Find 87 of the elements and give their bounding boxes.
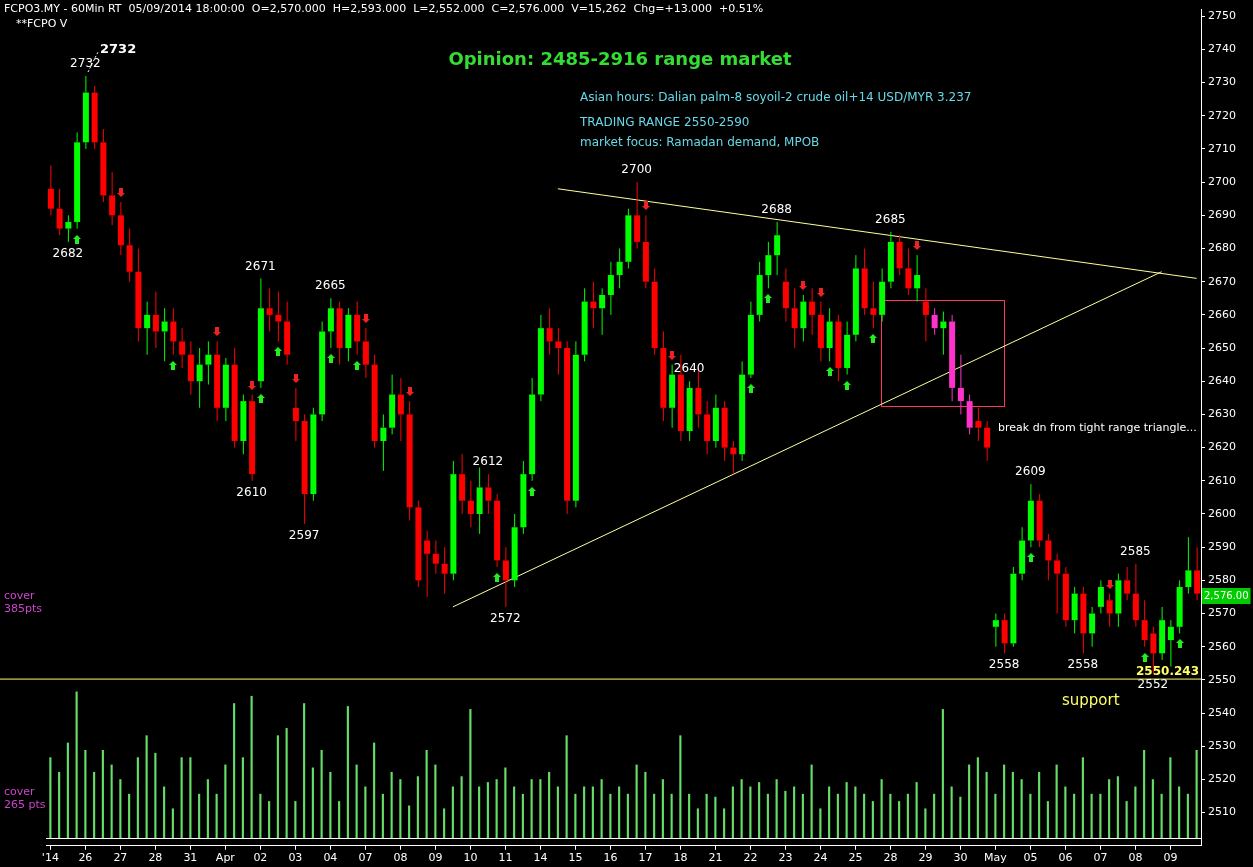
y-tick-label: 2720 <box>1208 108 1237 122</box>
x-tick-label: 24 <box>813 851 828 865</box>
text: cover 385pts <box>4 588 43 615</box>
y-tick-label: 2630 <box>1208 407 1237 421</box>
x-tick-label: 05 <box>1023 851 1038 865</box>
annotation: support <box>1062 690 1120 709</box>
y-tick-label: 2600 <box>1208 506 1237 520</box>
x-tick-label: 10 <box>463 851 478 865</box>
x-tick-label: 17 <box>638 851 653 865</box>
chart-subtitle: FCPO3.MY - 60Min RT 05/09/2014 18:00:00 O=2,570.000 H=2,593.000 L=2,552.000 C=2,576.000 V=15,262 Chg=+13.000 +0.51% <box>4 1 764 15</box>
y-tick-label: 2750 <box>1208 9 1237 23</box>
x-tick-label: 23 <box>778 851 793 865</box>
y-tick-label: 2510 <box>1208 805 1237 819</box>
text: 2,576.00 <box>1204 589 1249 601</box>
x-tick-label: 18 <box>673 851 688 865</box>
x-tick-label: 02 <box>253 851 268 865</box>
x-tick-label: 03 <box>288 851 303 865</box>
annotation: 2585 <box>1120 543 1151 558</box>
y-tick-label: 2570 <box>1208 606 1237 620</box>
text: cover 265 pts <box>4 784 46 811</box>
annotation: break dn from tight range triangle... <box>998 420 1197 434</box>
y-tick-label: 2560 <box>1208 639 1237 653</box>
x-tick-label: Apr <box>215 851 236 865</box>
y-tick-label: 2680 <box>1208 241 1237 255</box>
y-tick-label: 2730 <box>1208 75 1237 89</box>
x-tick-label: 16 <box>603 851 618 865</box>
annotation: 2732 <box>100 41 137 57</box>
y-tick-label: 2670 <box>1208 274 1237 288</box>
x-tick-label: May <box>984 851 1008 865</box>
y-tick-label: 2550 <box>1208 672 1237 686</box>
x-tick-label: 22 <box>743 851 758 865</box>
x-tick-label: 08 <box>393 851 408 865</box>
annotation: **FCPO V <box>16 16 68 30</box>
y-tick-label: 2740 <box>1208 42 1237 56</box>
annotation: 2665 <box>315 278 346 293</box>
annotation: 2685 <box>875 212 906 227</box>
annotation: 2610 <box>236 484 267 499</box>
x-tick-label: 28 <box>148 851 163 865</box>
x-tick-label: 30 <box>953 851 968 865</box>
y-tick-label: 2660 <box>1208 307 1237 321</box>
annotation: 2671 <box>245 258 276 273</box>
y-tick-label: 2620 <box>1208 440 1237 454</box>
y-tick-label: 2710 <box>1208 141 1237 155</box>
y-tick-label: 2580 <box>1208 573 1237 587</box>
x-tick-label: 21 <box>708 851 723 865</box>
text: Opinion: 2485-2916 range market <box>448 47 792 69</box>
ref-line-label: 2550.243 <box>1135 664 1200 679</box>
y-tick-label: 2690 <box>1208 208 1237 222</box>
annotation: Asian hours: Dalian palm-8 soyoil-2 crude oil+14 USD/MYR 3.237 <box>580 90 972 105</box>
x-tick-label: 26 <box>78 851 93 865</box>
x-tick-label: 31 <box>183 851 198 865</box>
x-tick-label: 29 <box>918 851 933 865</box>
x-tick-label: 15 <box>568 851 583 865</box>
x-tick-label: 07 <box>1093 851 1108 865</box>
x-tick-label: 27 <box>113 851 128 865</box>
annotation: 2609 <box>1015 464 1046 479</box>
y-tick-label: 2590 <box>1208 540 1237 554</box>
annotation: 2558 <box>988 657 1020 672</box>
annotation: 2732 <box>70 56 101 71</box>
y-tick-label: 2530 <box>1208 739 1237 753</box>
annotation: 2612 <box>472 454 504 469</box>
x-tick-label: 28 <box>883 851 898 865</box>
annotation: 2682 <box>52 246 84 260</box>
x-tick-label: 06 <box>1058 851 1073 865</box>
annotation: 2558 <box>1067 657 1099 672</box>
x-tick-label: 07 <box>358 851 373 865</box>
annotation: TRADING RANGE 2550-2590 <box>579 115 750 130</box>
y-tick-label: 2610 <box>1208 473 1237 487</box>
annotation: 2552 <box>1137 677 1169 692</box>
y-tick-label: 2540 <box>1208 705 1237 719</box>
y-tick-label: 2650 <box>1208 340 1237 354</box>
x-tick-label: '14 <box>41 851 59 865</box>
x-tick-label: 14 <box>533 851 548 865</box>
x-tick-label: 11 <box>498 851 513 865</box>
x-tick-label: 08 <box>1128 851 1143 865</box>
x-tick-label: 09 <box>1163 851 1178 865</box>
x-tick-label: 04 <box>323 851 338 865</box>
x-tick-label: 25 <box>848 851 863 865</box>
annotation: market focus: Ramadan demand, MPOB <box>580 135 820 150</box>
annotation: 2597 <box>288 528 320 543</box>
y-tick-label: 2700 <box>1208 175 1237 189</box>
y-tick-label: 2520 <box>1208 772 1237 786</box>
y-tick-label: 2640 <box>1208 374 1237 388</box>
x-tick-label: 09 <box>428 851 443 865</box>
annotation: 2688 <box>761 202 792 217</box>
annotation: 2572 <box>490 611 521 626</box>
annotation: 2700 <box>621 162 652 177</box>
